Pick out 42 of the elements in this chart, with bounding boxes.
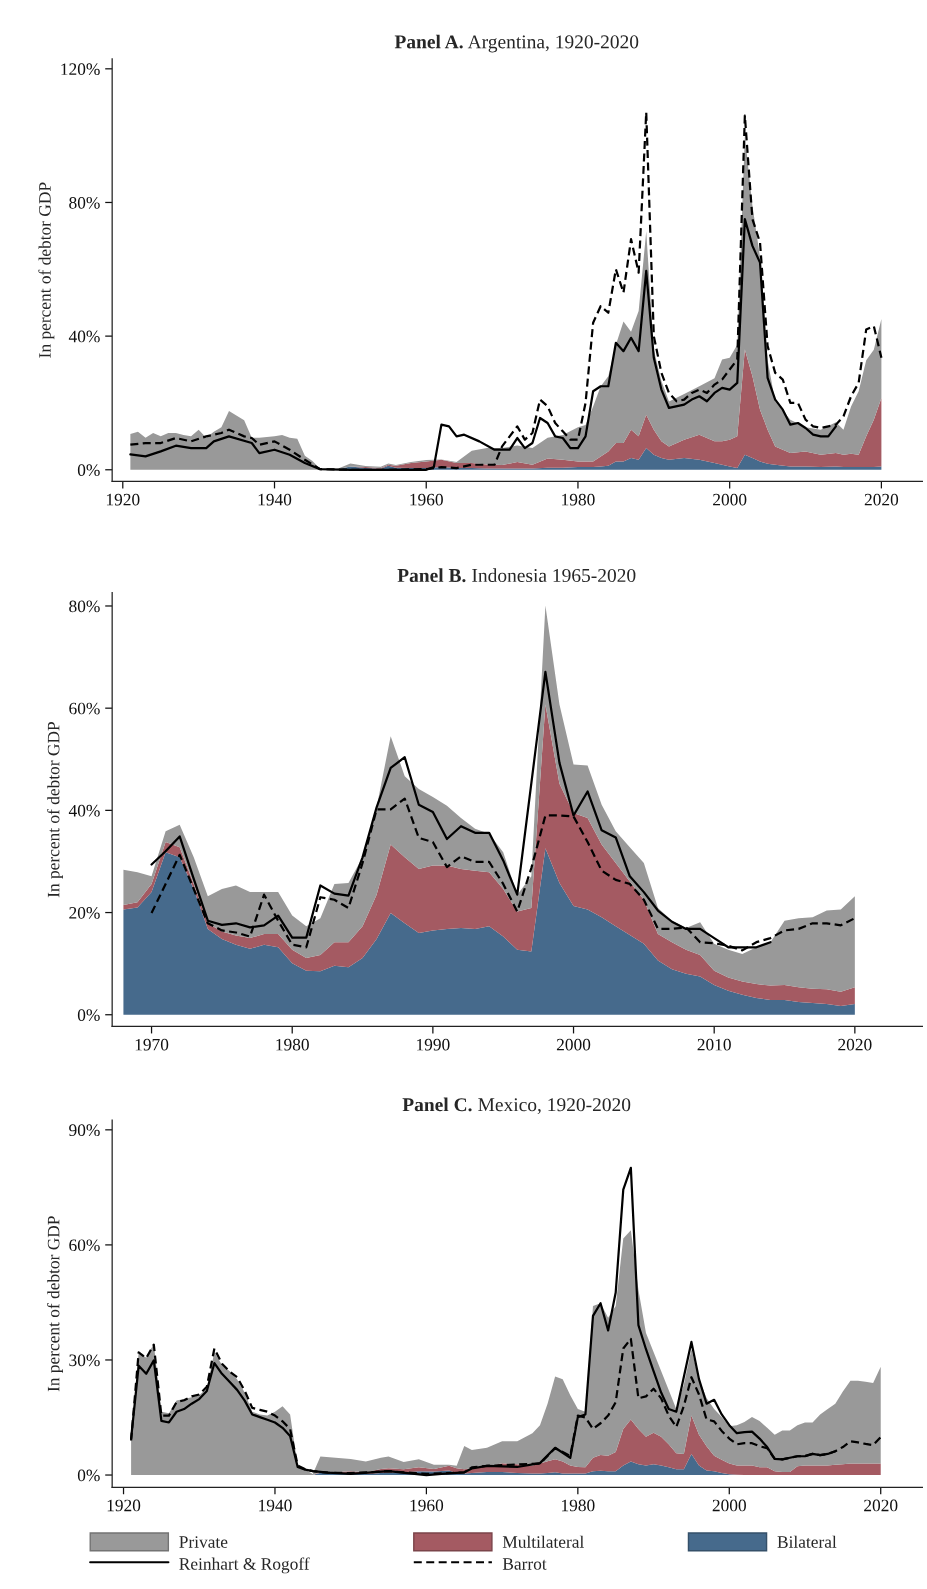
x-tick-label: 1940	[259, 1499, 292, 1512]
y-tick-label: 80%	[69, 196, 100, 209]
legend-label: Reinhart & Rogoff	[179, 1557, 310, 1574]
x-tick-label: 2020	[838, 1038, 872, 1051]
y-tick-label: 40%	[68, 804, 100, 817]
x-tick-label: 2010	[697, 1038, 731, 1051]
x-tick-label: 2020	[864, 1499, 898, 1512]
y-tick-label: 60%	[69, 702, 100, 715]
legend-label: Barrot	[502, 1558, 547, 1570]
x-tick-label: 1980	[562, 493, 595, 506]
y-tick-label: 30%	[69, 1354, 100, 1367]
chart-title: Panel B. Indonesia 1965-2020	[397, 568, 636, 583]
x-tick-label: 1920	[106, 493, 140, 506]
y-tick-label: 120%	[61, 63, 100, 76]
x-tick-label: 1960	[410, 1499, 444, 1512]
x-tick-label: 1940	[258, 493, 292, 506]
legend-label: Multilateral	[502, 1535, 584, 1548]
y-axis-title: In percent of debtor GDP	[38, 182, 55, 358]
x-tick-label: 1980	[562, 1499, 595, 1512]
y-axis-title: In percent of debtor GDP	[47, 722, 63, 898]
x-tick-label: 2000	[712, 1499, 746, 1512]
chart-title: Panel A. Argentina, 1920-2020	[394, 34, 639, 53]
x-tick-label: 1920	[107, 1499, 141, 1512]
x-tick-label: 2020	[864, 493, 899, 506]
x-tick-label: 1960	[410, 493, 443, 506]
y-tick-label: 0%	[77, 464, 100, 477]
x-tick-label: 1990	[417, 1038, 450, 1051]
x-tick-label: 1970	[135, 1038, 169, 1051]
legend-label: Private	[179, 1536, 228, 1548]
x-tick-label: 1980	[276, 1038, 309, 1051]
y-tick-label: 40%	[68, 330, 100, 343]
y-tick-label: 20%	[69, 907, 100, 919]
y-tick-label: 0%	[77, 1469, 100, 1482]
chart-title: Panel C. Mexico, 1920-2020	[402, 1097, 631, 1115]
x-tick-label: 2000	[713, 493, 747, 506]
y-tick-label: 90%	[69, 1124, 100, 1137]
y-tick-label: 80%	[69, 600, 100, 613]
y-tick-label: 60%	[69, 1239, 100, 1252]
legend-label: Bilateral	[777, 1535, 837, 1548]
y-axis-title: In percent of debtor GDP	[47, 1216, 63, 1392]
x-tick-label: 2000	[556, 1038, 591, 1051]
y-tick-label: 0%	[77, 1009, 100, 1021]
